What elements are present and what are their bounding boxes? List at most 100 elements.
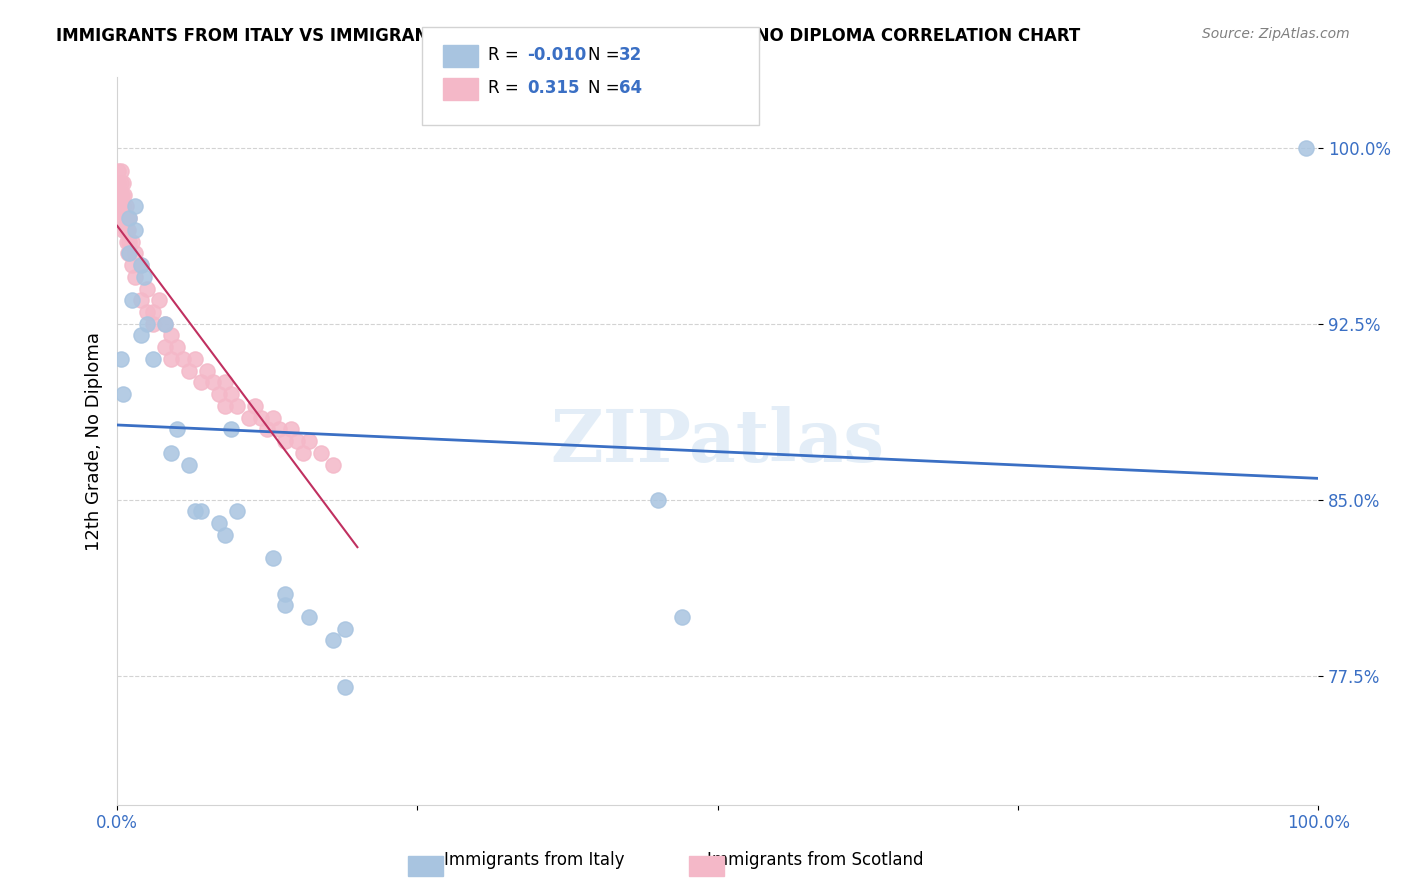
Text: IMMIGRANTS FROM ITALY VS IMMIGRANTS FROM SCOTLAND 12TH GRADE, NO DIPLOMA CORRELA: IMMIGRANTS FROM ITALY VS IMMIGRANTS FROM…	[56, 27, 1080, 45]
Point	[274, 599, 297, 613]
Point	[226, 399, 249, 413]
Text: 64: 64	[619, 79, 641, 97]
Point	[108, 187, 131, 202]
Point	[117, 246, 139, 260]
Text: 0.315: 0.315	[527, 79, 579, 97]
Point	[121, 293, 143, 308]
Point	[121, 258, 143, 272]
Text: 32: 32	[619, 46, 643, 64]
Point	[190, 504, 212, 518]
Point	[124, 269, 146, 284]
Point	[221, 387, 243, 401]
Point	[262, 551, 284, 566]
Point	[256, 422, 278, 436]
Point	[142, 305, 165, 319]
Point	[121, 235, 143, 249]
Point	[285, 434, 308, 448]
Text: R =: R =	[488, 46, 519, 64]
Point	[155, 340, 177, 354]
Point	[208, 387, 231, 401]
Point	[148, 293, 170, 308]
Point	[118, 211, 141, 226]
Text: ZIPatlas: ZIPatlas	[551, 406, 884, 476]
Point	[195, 364, 218, 378]
Text: R =: R =	[488, 79, 519, 97]
Point	[111, 211, 134, 226]
Point	[124, 199, 146, 213]
Point	[110, 351, 132, 366]
Point	[160, 446, 183, 460]
Text: -0.010: -0.010	[527, 46, 586, 64]
Point	[184, 504, 207, 518]
Point	[184, 351, 207, 366]
Point	[322, 458, 344, 472]
Point	[115, 211, 138, 226]
Point	[110, 164, 132, 178]
Point	[129, 293, 152, 308]
Point	[111, 187, 134, 202]
Point	[298, 610, 321, 624]
Point	[322, 633, 344, 648]
Point	[112, 176, 135, 190]
Point	[190, 376, 212, 390]
Point	[335, 622, 357, 636]
Point	[142, 317, 165, 331]
Y-axis label: 12th Grade, No Diploma: 12th Grade, No Diploma	[86, 332, 103, 550]
Point	[172, 351, 194, 366]
Point	[112, 199, 135, 213]
Point	[245, 399, 267, 413]
Point	[112, 387, 135, 401]
Point	[214, 528, 236, 542]
Text: Immigrants from Scotland: Immigrants from Scotland	[707, 851, 924, 869]
Point	[160, 351, 183, 366]
Point	[179, 364, 201, 378]
Point	[118, 211, 141, 226]
Text: Immigrants from Italy: Immigrants from Italy	[444, 851, 624, 869]
Point	[129, 258, 152, 272]
Point	[221, 422, 243, 436]
Point	[129, 258, 152, 272]
Text: N =: N =	[588, 46, 619, 64]
Point	[114, 223, 136, 237]
Point	[250, 410, 273, 425]
Point	[129, 328, 152, 343]
Point	[179, 458, 201, 472]
Point	[226, 504, 249, 518]
Point	[142, 351, 165, 366]
Point	[136, 305, 159, 319]
Point	[214, 376, 236, 390]
Point	[274, 434, 297, 448]
Point	[110, 176, 132, 190]
Point	[115, 235, 138, 249]
Point	[238, 410, 260, 425]
Point	[166, 422, 188, 436]
Point	[292, 446, 315, 460]
Point	[124, 223, 146, 237]
Text: N =: N =	[588, 79, 619, 97]
Point	[107, 199, 129, 213]
Point	[112, 223, 135, 237]
Point	[114, 199, 136, 213]
Point	[208, 516, 231, 531]
Point	[166, 340, 188, 354]
Text: Source: ZipAtlas.com: Source: ZipAtlas.com	[1202, 27, 1350, 41]
Point	[269, 422, 291, 436]
Point	[117, 223, 139, 237]
Point	[107, 176, 129, 190]
Point	[298, 434, 321, 448]
Point	[647, 492, 669, 507]
Point	[155, 317, 177, 331]
Point	[110, 199, 132, 213]
Point	[136, 282, 159, 296]
Point	[155, 317, 177, 331]
Point	[671, 610, 693, 624]
Point	[124, 246, 146, 260]
Point	[202, 376, 225, 390]
Point	[160, 328, 183, 343]
Point	[112, 211, 135, 226]
Point	[1295, 141, 1317, 155]
Point	[107, 164, 129, 178]
Point	[136, 317, 159, 331]
Point	[280, 422, 302, 436]
Point	[214, 399, 236, 413]
